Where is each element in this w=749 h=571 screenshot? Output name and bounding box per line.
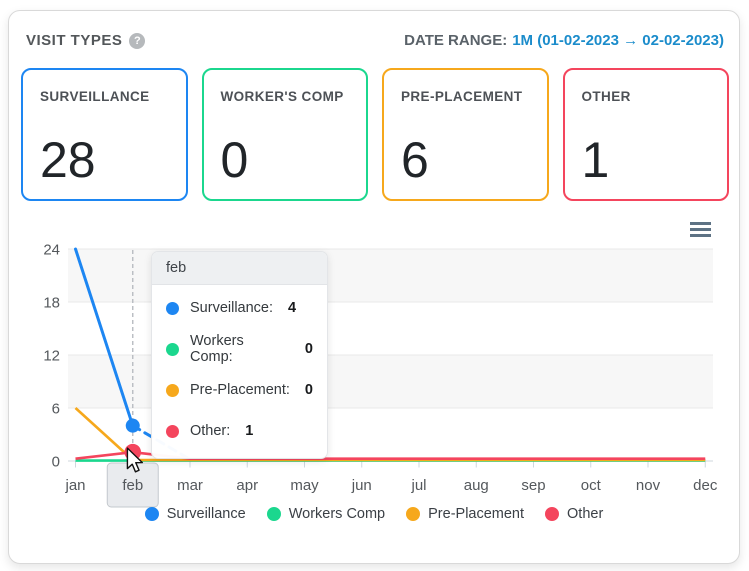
legend-item-pre-placement[interactable]: Pre-Placement xyxy=(406,506,524,522)
tooltip-series-name: Pre-Placement: xyxy=(190,382,290,398)
tooltip-series-value: 0 xyxy=(304,341,313,357)
chart-menu-icon[interactable] xyxy=(690,222,711,240)
legend-item-workers-comp[interactable]: Workers Comp xyxy=(266,506,386,522)
visit-types-panel: VISIT TYPES ? DATE RANGE: 1M (01-02-2023 … xyxy=(8,10,740,564)
stat-card-pre-placement[interactable]: PRE-PLACEMENT 6 xyxy=(382,68,549,201)
mouse-cursor-icon xyxy=(126,447,144,473)
tooltip-row: Workers Comp: 0 xyxy=(166,333,313,365)
series-dot-icon xyxy=(166,424,179,438)
panel-title-group: VISIT TYPES ? xyxy=(26,32,146,49)
series-dot-icon xyxy=(406,507,421,521)
legend-item-surveillance[interactable]: Surveillance xyxy=(144,506,246,522)
series-dot-icon xyxy=(166,301,179,315)
tooltip-row: Pre-Placement: 0 xyxy=(166,380,313,400)
series-dot-icon xyxy=(545,507,560,521)
tooltip-row: Surveillance: 4 xyxy=(166,298,313,318)
legend-label: Other xyxy=(567,506,604,522)
stat-card-label: SURVEILLANCE xyxy=(40,89,150,104)
date-range-value[interactable]: 1M (01-02-2023 → 02-02-2023) xyxy=(512,32,724,49)
series-dot-icon xyxy=(166,383,179,397)
legend-label: Surveillance xyxy=(166,506,246,522)
tooltip-title: feb xyxy=(152,252,327,285)
stat-card-workers-comp[interactable]: WORKER'S COMP 0 xyxy=(201,68,368,201)
stat-card-value: 0 xyxy=(220,132,249,188)
chart-tooltip: feb Surveillance: 4 Workers Comp: 0 Pre-… xyxy=(151,251,328,459)
tooltip-series-name: Surveillance: xyxy=(190,300,274,316)
stat-card-label: WORKER'S COMP xyxy=(220,89,344,104)
stat-cards: SURVEILLANCE 28 WORKER'S COMP 0 PRE-PLAC… xyxy=(21,68,729,201)
date-range: DATE RANGE: 1M (01-02-2023 → 02-02-2023) xyxy=(404,32,724,49)
series-dot-icon xyxy=(166,342,179,356)
stat-card-label: OTHER xyxy=(581,89,631,104)
stat-card-other[interactable]: OTHER 1 xyxy=(562,68,729,201)
tooltip-row: Other: 1 xyxy=(166,421,313,441)
stat-card-surveillance[interactable]: SURVEILLANCE 28 xyxy=(21,68,188,201)
tooltip-series-value: 0 xyxy=(304,382,313,398)
chart-legend: Surveillance Workers Comp Pre-Placement … xyxy=(8,506,740,522)
tooltip-series-value: 4 xyxy=(288,300,297,316)
tooltip-body: Surveillance: 4 Workers Comp: 0 Pre-Plac… xyxy=(152,285,327,458)
series-dot-icon xyxy=(266,507,281,521)
stat-card-value: 1 xyxy=(581,132,610,188)
date-range-label: DATE RANGE: xyxy=(404,32,508,49)
stat-card-value: 28 xyxy=(40,132,96,188)
help-icon[interactable]: ? xyxy=(129,32,146,49)
stat-card-value: 6 xyxy=(401,132,429,188)
series-dot-icon xyxy=(144,507,159,521)
legend-label: Workers Comp xyxy=(288,506,386,522)
legend-label: Pre-Placement xyxy=(428,506,525,522)
stat-card-label: PRE-PLACEMENT xyxy=(401,89,523,104)
legend-item-other[interactable]: Other xyxy=(545,506,603,522)
panel-header: VISIT TYPES ? DATE RANGE: 1M (01-02-2023 … xyxy=(26,32,724,49)
tooltip-series-name: Workers Comp: xyxy=(190,333,244,365)
tooltip-series-value: 1 xyxy=(245,423,254,439)
page-title: VISIT TYPES xyxy=(26,32,123,49)
tooltip-series-name: Other: xyxy=(190,423,231,439)
